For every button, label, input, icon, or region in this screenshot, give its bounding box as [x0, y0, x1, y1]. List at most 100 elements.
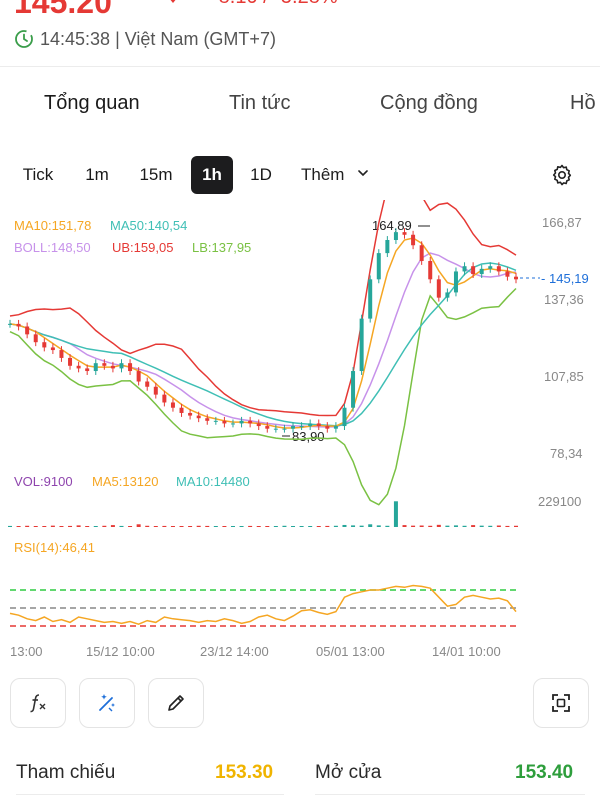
- volume-bar: [514, 525, 518, 527]
- interval-1m[interactable]: 1m: [85, 165, 109, 184]
- candle-body: [359, 318, 364, 372]
- volume-bar: [222, 526, 227, 527]
- tab-community[interactable]: Cộng đồng: [380, 92, 478, 114]
- fx-icon: [30, 694, 46, 713]
- candle-body: [462, 266, 467, 272]
- ma10-label: MA10:151,78: [14, 218, 91, 233]
- candle-body: [42, 342, 47, 348]
- main-tabs: Tổng quan Tin tức Cộng đồng Hồ: [0, 80, 600, 130]
- tab-overview[interactable]: Tổng quan: [44, 92, 140, 114]
- gear-icon[interactable]: [550, 163, 574, 187]
- volume-bar: [351, 525, 356, 527]
- candle-body: [436, 279, 441, 298]
- volume-bar: [342, 524, 347, 527]
- candle-body: [136, 371, 141, 382]
- volume-bar: [479, 525, 484, 527]
- volume-bar: [110, 525, 115, 527]
- ma50-label: MA50:140,54: [110, 218, 187, 233]
- volume-bar: [33, 526, 38, 527]
- candle-body: [505, 271, 510, 277]
- volume-bar: [291, 526, 296, 527]
- candle-body: [402, 232, 407, 235]
- volume-bar: [488, 525, 493, 527]
- candle-body: [299, 426, 304, 428]
- candle-body: [368, 279, 373, 319]
- volume-bar: [196, 525, 201, 527]
- volume-bar: [368, 524, 373, 527]
- volume-bar: [376, 525, 381, 527]
- bollinger-upper-line: [9, 200, 517, 417]
- candle-body: [316, 423, 321, 427]
- formula-button[interactable]: [10, 678, 66, 728]
- volume-bar: [316, 526, 321, 527]
- candle-body: [265, 426, 270, 429]
- candle-body: [128, 363, 133, 372]
- candle-body: [248, 420, 253, 424]
- volume-bar: [325, 525, 330, 527]
- price-down-icon: [164, 0, 182, 3]
- stock-chart[interactable]: MA10:151,78 MA50:140,54 BOLL:148,50 UB:1…: [0, 200, 600, 668]
- volume-bar: [256, 526, 261, 527]
- volume-bar: [128, 526, 133, 527]
- volume-bar: [385, 525, 390, 527]
- quote-time-row: 14:45:38 | Việt Nam (GMT+7): [14, 26, 276, 52]
- candle-body: [471, 266, 476, 275]
- candle-body: [291, 426, 296, 429]
- candle-body: [453, 271, 458, 293]
- volume-bar: [8, 525, 12, 527]
- last-price: 145.20: [14, 0, 112, 20]
- volume-bar: [436, 524, 441, 527]
- bollinger-lower-line: [9, 287, 517, 506]
- stat-reference-label: Tham chiếu: [16, 762, 116, 783]
- candle-body: [119, 363, 124, 369]
- magic-button[interactable]: [79, 678, 135, 728]
- volume-bar: [428, 525, 433, 527]
- volume-bar: [16, 526, 21, 527]
- high-label: 164,89: [372, 218, 412, 233]
- candle-body: [325, 426, 330, 429]
- price-axis-tick: 166,87: [542, 215, 582, 230]
- volume-bar: [50, 525, 55, 527]
- price-axis-tick: 107,85: [544, 369, 584, 384]
- volume-bar: [299, 526, 304, 527]
- volume-bar: [505, 525, 510, 527]
- candle-body: [273, 428, 278, 430]
- fullscreen-button[interactable]: [533, 678, 589, 728]
- interval-1d[interactable]: 1D: [250, 165, 272, 184]
- price-axis-tick: 78,34: [550, 446, 583, 461]
- stats-row: Tham chiếu 153.30 Mở cửa 153.40: [0, 752, 600, 800]
- ma50-line: [9, 262, 517, 427]
- candle-body: [179, 407, 184, 413]
- candle-body: [93, 363, 98, 372]
- interval-more-button[interactable]: Thêm: [301, 165, 345, 184]
- candle-body: [479, 268, 484, 275]
- candle-body: [110, 365, 115, 369]
- x-axis-tick: 13:00: [10, 644, 43, 659]
- draw-button[interactable]: [148, 678, 204, 728]
- interval-15m[interactable]: 15m: [139, 165, 173, 184]
- candle-body: [102, 363, 107, 366]
- price-change: -8.10 / -5.28%: [212, 0, 338, 9]
- candle-body: [205, 418, 210, 421]
- candle-body: [188, 412, 193, 416]
- chevron-down-icon[interactable]: [358, 168, 368, 178]
- interval-tick[interactable]: Tick: [22, 165, 54, 184]
- divider: [0, 66, 600, 67]
- stat-reference-value: 153.30: [215, 762, 274, 783]
- interval-1h[interactable]: 1h: [191, 156, 233, 194]
- volume-bar: [42, 526, 47, 527]
- volume-bar: [445, 525, 450, 527]
- volume-bar: [162, 525, 167, 527]
- candle-body: [411, 234, 416, 246]
- ma10-line: [9, 237, 517, 429]
- candle-body: [239, 420, 244, 424]
- volume-bar: [453, 525, 458, 527]
- magic-wand-icon: [99, 694, 115, 712]
- boll-label: BOLL:148,50: [14, 240, 91, 255]
- tab-news[interactable]: Tin tức: [229, 92, 291, 114]
- tab-profile[interactable]: Hồ: [570, 92, 596, 114]
- volume-bar: [359, 525, 364, 527]
- stat-open-label: Mở cửa: [315, 762, 382, 783]
- rsi-line: [9, 584, 517, 625]
- volume-bar: [462, 525, 467, 527]
